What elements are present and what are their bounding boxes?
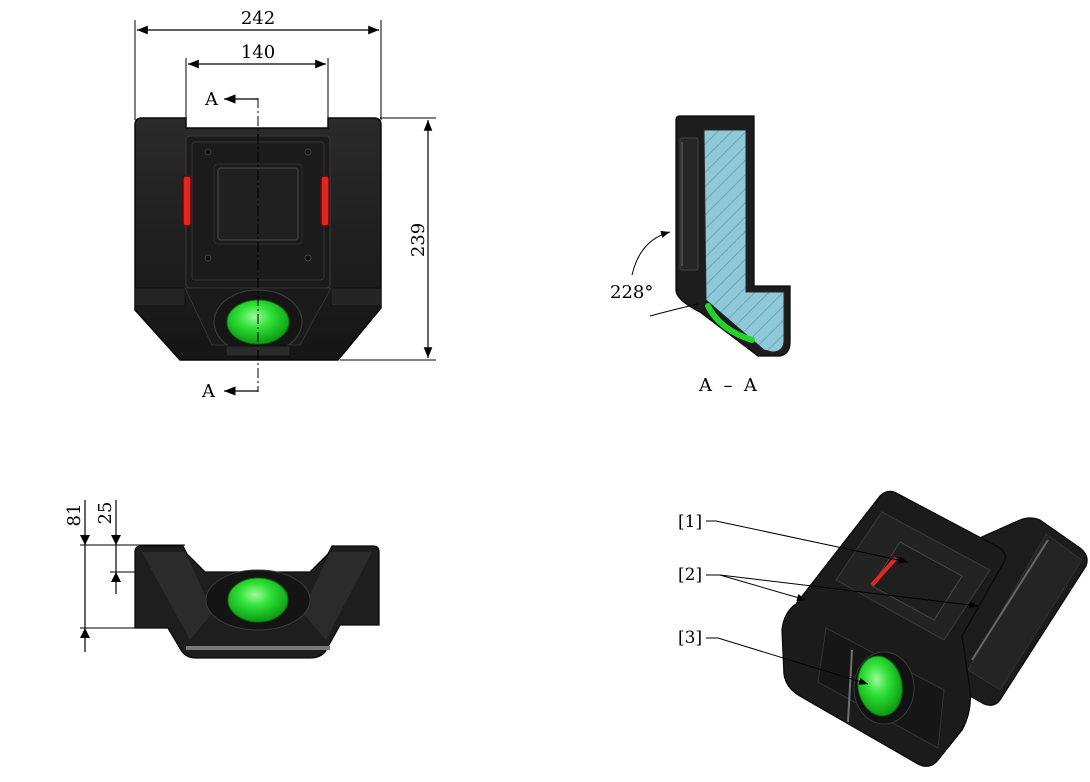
dim-label-81: 81: [64, 504, 85, 527]
iso-red-indicator: [870, 556, 898, 587]
dim-label-25: 25: [95, 502, 116, 525]
dim-label-239: 239: [408, 223, 429, 257]
center-plate: [217, 167, 299, 241]
iso-view: [1] [2] [3]: [678, 490, 1088, 767]
bottom-green-button: [227, 577, 289, 623]
bottom-view: 81 25: [64, 500, 380, 659]
front-view: 242 140 239: [134, 8, 436, 402]
iso-green-button: [857, 655, 903, 717]
section-green-arc: [705, 303, 755, 343]
section-mark-bottom: A: [201, 381, 216, 402]
section-mark-top: A: [204, 89, 219, 110]
dim-label-140: 140: [241, 42, 275, 63]
section-title: A – A: [698, 375, 758, 396]
angle-label: 228°: [610, 282, 653, 303]
callout-1: [1]: [678, 512, 702, 532]
callout-3: [3]: [678, 628, 702, 648]
red-indicator-left: [182, 175, 192, 227]
section-hatch: [703, 129, 785, 353]
dim-label-242: 242: [241, 8, 275, 29]
section-view: 228° A – A: [610, 115, 791, 396]
callout-2: [2]: [678, 565, 702, 585]
red-indicator-right: [320, 175, 330, 227]
